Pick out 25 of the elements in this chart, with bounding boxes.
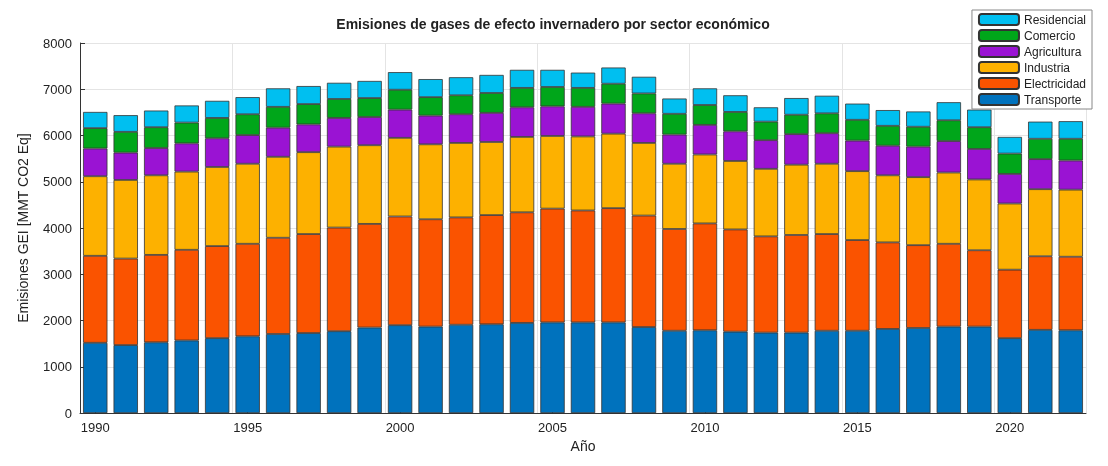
legend-label: Residencial bbox=[1023, 12, 1087, 27]
x-tick-label: 1990 bbox=[80, 420, 110, 436]
y-tick-label: 0 bbox=[64, 405, 72, 421]
y-tick-label: 2000 bbox=[43, 313, 72, 329]
y-axis-title: Emisiones GEI [MMT CO2 Eq] bbox=[15, 133, 31, 323]
y-tick-label: 1000 bbox=[43, 359, 72, 375]
x-tick-label: 1995 bbox=[233, 420, 263, 436]
legend-label: Comercio bbox=[1023, 28, 1076, 43]
y-tick-label: 4000 bbox=[43, 220, 72, 236]
legend-label: Electricidad bbox=[1023, 76, 1086, 91]
y-tick-label: 7000 bbox=[43, 81, 72, 97]
y-tick-label: 3000 bbox=[43, 266, 72, 282]
y-tick-label: 6000 bbox=[43, 128, 72, 144]
legend-label: Transporte bbox=[1023, 92, 1082, 107]
legend-label: Agricultura bbox=[1023, 44, 1082, 59]
y-tick-label: 8000 bbox=[43, 35, 72, 51]
x-tick-label: 2020 bbox=[995, 420, 1025, 436]
x-tick-label: 2000 bbox=[385, 420, 415, 436]
y-tick-label: 5000 bbox=[43, 174, 72, 190]
x-axis-title: Año bbox=[570, 438, 596, 454]
legend-label: Industria bbox=[1023, 60, 1071, 75]
x-tick-label: 2010 bbox=[690, 420, 720, 436]
chart-title: Emisiones de gases de efecto invernadero por sector económico bbox=[336, 16, 770, 32]
x-tick-label: 2015 bbox=[842, 420, 872, 436]
x-tick-label: 2005 bbox=[538, 420, 567, 436]
